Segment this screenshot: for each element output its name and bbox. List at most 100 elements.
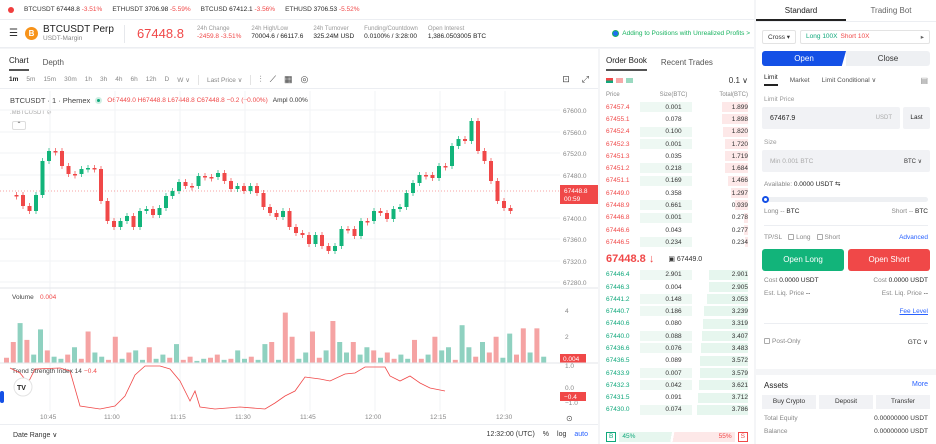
calculator-icon[interactable]: ▤ xyxy=(920,75,928,85)
interval-5m[interactable]: 5m xyxy=(26,76,36,83)
buy-crypto-button[interactable]: Buy Crypto xyxy=(762,395,816,409)
close-tab[interactable]: Close xyxy=(846,51,930,66)
more-link[interactable]: More xyxy=(912,381,928,388)
buy-sell-ratio: B 45% 55% S xyxy=(606,432,748,442)
assets-section: Assets More Buy Crypto Deposit Transfer T… xyxy=(756,369,936,435)
collapse-legend-button[interactable]: ⌃ xyxy=(12,121,26,130)
order-book-row[interactable]: 67446.3 0.004 2.905 xyxy=(606,281,748,292)
tab-recent-trades[interactable]: Recent Trades xyxy=(660,58,713,67)
ticker-item[interactable]: BTCUSDT 67448.8 -3.51% xyxy=(24,6,103,13)
open-long-button[interactable]: Open Long xyxy=(762,249,844,271)
order-type-limit[interactable]: Limit xyxy=(764,74,778,86)
order-book-row[interactable]: 67440.0 0.088 3.407 xyxy=(606,331,748,342)
deposit-button[interactable]: Deposit xyxy=(819,395,873,409)
order-book-row[interactable]: 67446.8 0.001 0.278 xyxy=(606,212,748,223)
date-range-select[interactable]: Date Range ∨ xyxy=(13,431,58,439)
view-both-icon[interactable] xyxy=(606,77,613,83)
interval-d[interactable]: D xyxy=(164,76,170,83)
promo-link[interactable]: Adding to Positions with Unrealized Prof… xyxy=(612,30,750,37)
open-tab[interactable]: Open xyxy=(762,51,846,66)
candle-type-icon[interactable]: ⫶ xyxy=(259,74,262,84)
order-book-row[interactable]: 67440.6 0.080 3.319 xyxy=(606,318,748,329)
size-unit-select[interactable]: BTC ∨ xyxy=(903,158,922,165)
order-book-row[interactable]: 67449.0 0.358 1.297 xyxy=(606,188,748,199)
order-book-row[interactable]: 67436.6 0.076 3.483 xyxy=(606,343,748,354)
precision-select[interactable]: 0.1 ∨ xyxy=(728,75,748,85)
order-book-row[interactable]: 67451.1 0.169 1.466 xyxy=(606,175,748,186)
interval-1h[interactable]: 1h xyxy=(84,76,92,83)
interval-4h[interactable]: 4h xyxy=(115,76,123,83)
svg-text:67520.0: 67520.0 xyxy=(563,151,587,158)
order-book-row[interactable]: 67430.0 0.074 3.786 xyxy=(606,404,748,415)
transfer-button[interactable]: Transfer xyxy=(876,395,930,409)
interval-1m[interactable]: 1m xyxy=(9,76,19,83)
stat-24h-turnover: 24h Turnover 325.24M USD xyxy=(313,26,355,41)
log-toggle[interactable]: log xyxy=(557,431,567,438)
interval-30m[interactable]: 30m xyxy=(64,76,77,83)
order-book-row[interactable]: 67433.9 0.007 3.579 xyxy=(606,367,748,378)
interval-3h[interactable]: 3h xyxy=(99,76,108,83)
order-book-row[interactable]: 67446.6 0.043 0.277 xyxy=(606,224,748,235)
time-in-force-select[interactable]: GTC ∨ xyxy=(907,339,928,346)
order-book-row[interactable]: 67436.5 0.089 3.572 xyxy=(606,355,748,366)
price-chart[interactable]: 67600.0 67560.0 67520.0 67480.0 67400.0 67360… xyxy=(0,91,598,426)
order-type-conditional[interactable]: Limit Conditional ∨ xyxy=(821,77,877,84)
order-book-row[interactable]: 67455.1 0.078 1.898 xyxy=(606,114,748,125)
price-type-select[interactable]: Last Price ∨ xyxy=(206,76,243,84)
size-slider[interactable] xyxy=(762,196,928,203)
order-book-row[interactable]: 67451.2 0.218 1.684 xyxy=(606,163,748,174)
order-book-row[interactable]: 67432.3 0.042 3.621 xyxy=(606,380,748,391)
tab-standard[interactable]: Standard xyxy=(756,0,846,21)
limit-price-input[interactable]: 67467.9 USDT xyxy=(762,107,900,129)
order-book-row[interactable]: 67452.3 0.001 1.720 xyxy=(606,138,748,149)
view-asks-icon[interactable] xyxy=(616,77,623,83)
ticker-item[interactable]: ETHUSDT 3706.98 -5.59% xyxy=(112,6,191,13)
order-book-row[interactable]: 67452.4 0.100 1.820 xyxy=(606,126,748,137)
last-price-button[interactable]: Last xyxy=(903,107,930,129)
layout-icon[interactable]: ▦ xyxy=(284,74,293,84)
order-book-row[interactable]: 67440.7 0.186 3.239 xyxy=(606,306,748,317)
tab-chart[interactable]: Chart xyxy=(9,56,29,71)
leverage-select[interactable]: Long 100X Short 10X ▸ xyxy=(800,30,930,44)
ticker-item[interactable]: ETHUSD 3706.53 -5.52% xyxy=(285,6,360,13)
order-book-row[interactable]: 67446.5 0.234 0.234 xyxy=(606,237,748,248)
fee-level-link[interactable]: Fee Level xyxy=(899,308,928,315)
order-type-market[interactable]: Market xyxy=(789,76,810,84)
screenshot-icon[interactable]: ⊡ xyxy=(562,74,570,84)
svg-text:0.004: 0.004 xyxy=(40,294,57,301)
view-bids-icon[interactable] xyxy=(626,77,633,83)
size-input[interactable]: Min 0.001 BTC BTC ∨ xyxy=(762,150,930,172)
ticker-item[interactable]: BTCUSD 67412.1 -3.56% xyxy=(200,6,276,13)
post-only-checkbox[interactable]: Post-Only xyxy=(764,338,801,346)
tab-order-book[interactable]: Order Book xyxy=(606,56,647,71)
order-book-row[interactable]: 67446.4 2.901 2.901 xyxy=(606,269,748,280)
interval-w[interactable]: W ∨ xyxy=(177,76,190,84)
order-book-row[interactable]: 67431.5 0.091 3.712 xyxy=(606,392,748,403)
tpsl-short-checkbox[interactable]: Short xyxy=(816,234,840,241)
auto-toggle[interactable]: auto xyxy=(574,431,588,438)
slider-handle[interactable] xyxy=(762,196,769,203)
interval-12h[interactable]: 12h xyxy=(145,76,157,83)
order-book-row[interactable]: 67441.2 0.148 3.053 xyxy=(606,294,748,305)
tab-depth[interactable]: Depth xyxy=(42,58,64,67)
margin-mode-select[interactable]: Cross ▾ xyxy=(762,30,797,44)
tpsl-long-checkbox[interactable]: Long xyxy=(788,234,811,241)
symbol-selector[interactable]: BTCUSDT Perp USDT-Margin xyxy=(43,24,114,43)
order-book-row[interactable]: 67448.9 0.661 0.939 xyxy=(606,200,748,211)
svg-text:67320.0: 67320.0 xyxy=(563,259,587,266)
percent-toggle[interactable]: % xyxy=(542,431,550,438)
settings-icon[interactable]: ◎ xyxy=(300,74,309,84)
utc-clock[interactable]: 12:32:00 (UTC) xyxy=(486,431,535,438)
market-header: ☰ B BTCUSDT Perp USDT-Margin 67448.8 24h… xyxy=(0,20,754,48)
open-short-button[interactable]: Open Short xyxy=(848,249,930,271)
order-book-row[interactable]: 67451.3 0.035 1.719 xyxy=(606,151,748,162)
tab-trading-bot[interactable]: Trading Bot xyxy=(870,6,912,15)
interval-15m[interactable]: 15m xyxy=(43,76,57,83)
order-book-row[interactable]: 67457.4 0.001 1.899 xyxy=(606,102,748,112)
menu-icon[interactable]: ☰ xyxy=(9,28,18,39)
interval-6h[interactable]: 6h xyxy=(130,76,138,83)
fullscreen-icon[interactable]: ⤢ xyxy=(581,74,589,84)
advanced-link[interactable]: Advanced xyxy=(899,234,928,241)
indicators-icon[interactable]: ⟋ xyxy=(269,74,276,84)
eye-off-icon[interactable]: ⊘ xyxy=(46,110,52,116)
